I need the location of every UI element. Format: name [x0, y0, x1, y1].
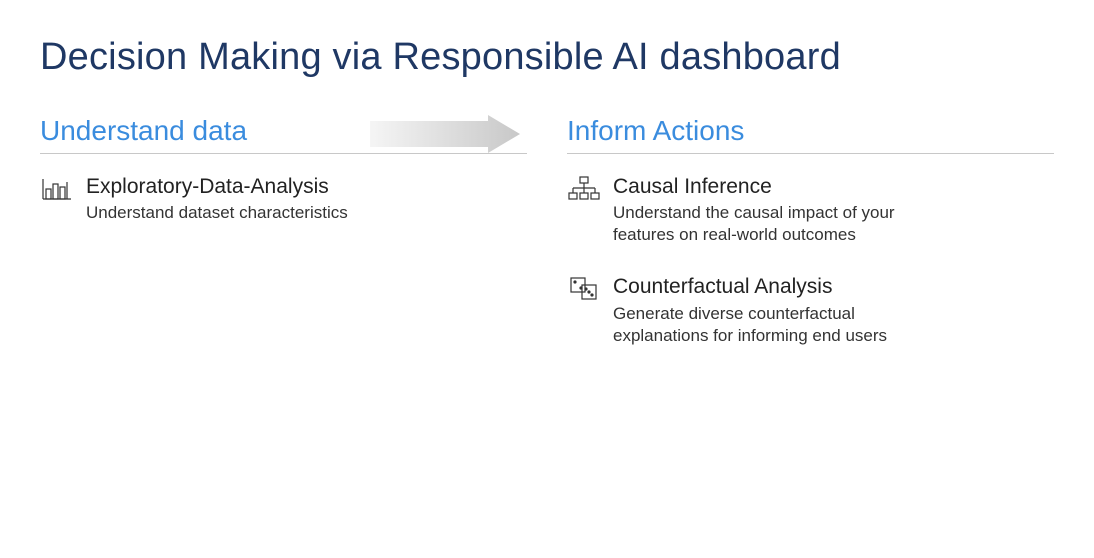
bar-chart-icon: [40, 176, 74, 202]
list-item: Counterfactual Analysis Generate diverse…: [567, 274, 1054, 346]
right-column: Inform Actions Causal Inference Understa: [567, 115, 1054, 375]
page-title: Decision Making via Responsible AI dashb…: [40, 36, 1054, 79]
item-text: Counterfactual Analysis Generate diverse…: [613, 274, 1054, 346]
item-text: Causal Inference Understand the causal i…: [613, 174, 1054, 246]
columns-container: Understand data Exploratory-Data-Analysi…: [40, 115, 1054, 375]
item-desc: Understand the causal impact of your fea…: [613, 202, 933, 246]
list-item: Exploratory-Data-Analysis Understand dat…: [40, 174, 527, 224]
item-title: Exploratory-Data-Analysis: [86, 174, 527, 200]
hierarchy-icon: [567, 176, 601, 202]
dice-icon: [567, 276, 601, 302]
item-title: Causal Inference: [613, 174, 1054, 200]
item-text: Exploratory-Data-Analysis Understand dat…: [86, 174, 527, 224]
item-desc: Generate diverse counterfactual explanat…: [613, 303, 933, 347]
right-heading: Inform Actions: [567, 115, 1054, 154]
list-item: Causal Inference Understand the causal i…: [567, 174, 1054, 246]
item-title: Counterfactual Analysis: [613, 274, 1054, 300]
item-desc: Understand dataset characteristics: [86, 202, 406, 224]
left-column: Understand data Exploratory-Data-Analysi…: [40, 115, 527, 375]
left-heading: Understand data: [40, 115, 527, 154]
